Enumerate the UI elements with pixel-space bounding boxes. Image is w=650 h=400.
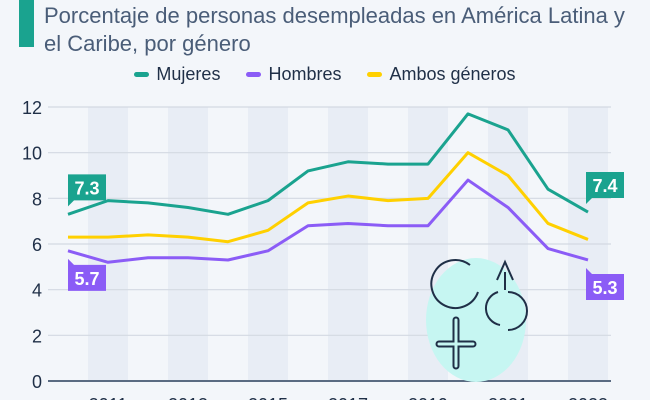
value-label: 7.3 xyxy=(74,178,99,198)
value-label-box xyxy=(68,258,106,291)
y-tick-label: 4 xyxy=(32,281,42,301)
legend-swatch xyxy=(134,72,150,77)
legend-item-ambos: Ambos géneros xyxy=(367,64,516,85)
legend-swatch xyxy=(367,72,383,77)
series-line-hombres xyxy=(67,178,589,264)
x-tick-label: 2019 xyxy=(408,395,448,400)
legend: Mujeres Hombres Ambos géneros xyxy=(0,64,650,85)
x-tick-label: 2015 xyxy=(248,395,288,400)
x-tick-label: 2011 xyxy=(89,395,128,400)
y-tick-label: 12 xyxy=(22,98,42,118)
legend-item-mujeres: Mujeres xyxy=(134,64,220,85)
value-label-box xyxy=(586,172,624,205)
y-tick-label: 6 xyxy=(32,235,42,255)
legend-item-hombres: Hombres xyxy=(246,64,341,85)
y-tick-label: 8 xyxy=(32,189,42,209)
legend-swatch xyxy=(246,72,262,77)
y-tick-label: 2 xyxy=(32,326,42,346)
x-tick-label: 2017 xyxy=(328,395,368,400)
value-label: 5.3 xyxy=(592,278,617,298)
legend-label: Mujeres xyxy=(156,64,221,84)
y-tick-label: 0 xyxy=(32,372,42,392)
value-label-box xyxy=(68,174,106,207)
value-label-box xyxy=(586,267,624,300)
x-tick-label: 2023 xyxy=(568,395,608,400)
value-label: 5.7 xyxy=(74,269,99,289)
y-tick-label: 10 xyxy=(22,144,42,164)
series-line-mujeres xyxy=(67,112,589,216)
legend-label: Hombres xyxy=(268,64,342,84)
x-tick-label: 2021 xyxy=(488,395,528,400)
female-male-symbols-icon xyxy=(426,258,528,382)
x-tick-label: 2013 xyxy=(168,395,208,400)
series-line-ambos-géneros xyxy=(68,151,589,244)
value-label: 7.4 xyxy=(592,176,617,196)
legend-label: Ambos géneros xyxy=(389,64,516,84)
chart-title: Porcentaje de personas desempleadas en A… xyxy=(44,3,625,56)
title-accent-bar xyxy=(19,0,34,47)
